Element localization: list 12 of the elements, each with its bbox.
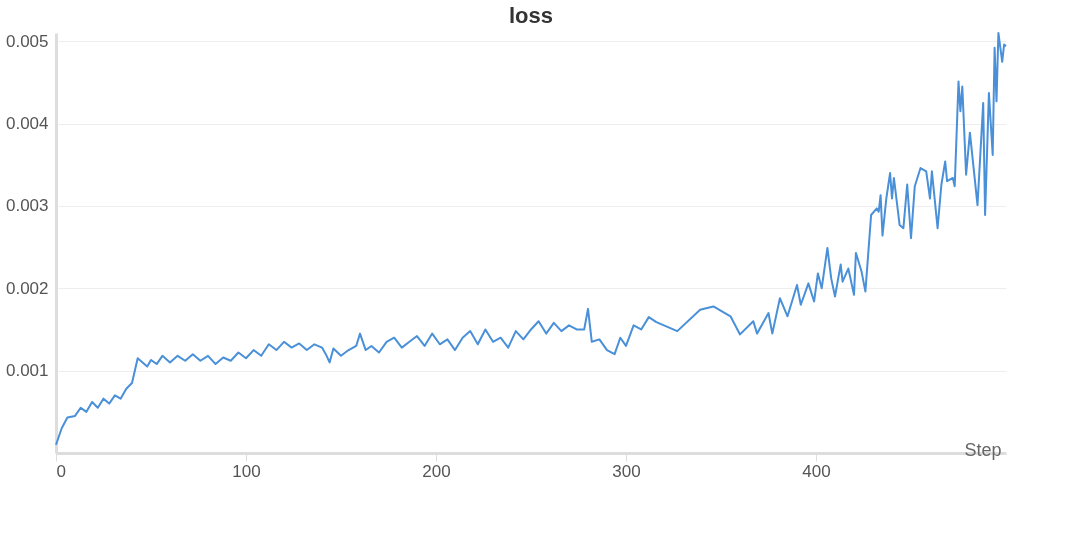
x-tick-label: 0 — [56, 461, 66, 481]
x-tick-label: 200 — [422, 461, 451, 481]
y-tick-label: 0.002 — [5, 278, 49, 298]
chart-title: loss — [508, 3, 554, 28]
x-axis-title: Step — [964, 439, 1002, 460]
y-tick-label: 0.001 — [5, 361, 49, 381]
x-tick-label: 100 — [232, 461, 261, 481]
x-tick-label: 300 — [612, 461, 641, 481]
x-tick-label: 400 — [802, 461, 831, 481]
y-tick-label: 0.003 — [5, 196, 49, 216]
y-tick-label: 0.005 — [5, 31, 49, 51]
y-tick-label: 0.004 — [5, 114, 49, 134]
